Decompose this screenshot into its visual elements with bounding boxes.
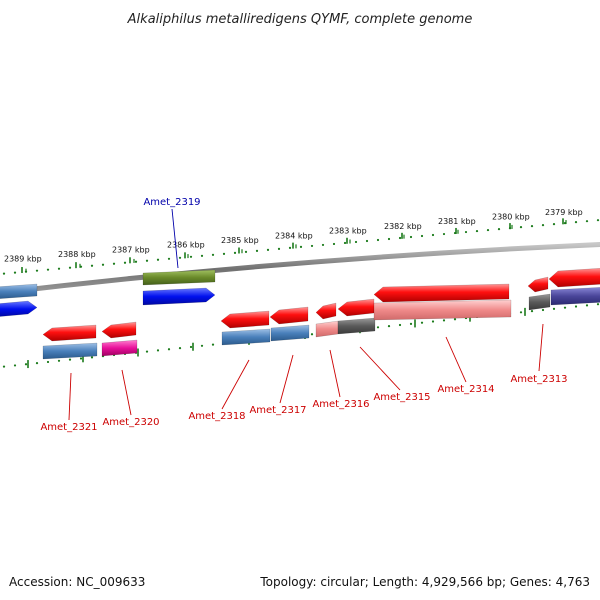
gene-Amet_2315-gray: [337, 317, 376, 335]
ruler-tick-label: 2389 kbp: [4, 255, 42, 264]
gene-Amet_2319-olive: [142, 269, 216, 286]
leader-line: [329, 349, 341, 398]
gene-Amet_2318-steel: [221, 328, 271, 346]
gene-offscreen-blue: [0, 300, 38, 317]
gene-Amet_2317-steel: [270, 324, 310, 342]
genome-backbone: [0, 241, 600, 296]
gene-Amet_2320: [101, 321, 137, 339]
ruler-tick-label: 2380 kbp: [492, 213, 530, 222]
gene-label-Amet_2314[interactable]: Amet_2314: [437, 384, 494, 395]
map-title: Alkaliphilus metalliredigens QYMF, compl…: [127, 12, 473, 27]
ruler-tick-label: 2388 kbp: [58, 250, 96, 259]
gene-Amet_2319: [142, 287, 216, 306]
ruler-tick-label: 2387 kbp: [112, 245, 150, 254]
gene-label-Amet_2313[interactable]: Amet_2313: [510, 374, 567, 385]
ruler-tick-label: 2379 kbp: [545, 208, 583, 217]
gene-track: [0, 268, 600, 360]
gene-offscreen-steel: [0, 283, 38, 299]
gene-Amet_2320-magenta: [101, 339, 138, 357]
gene-label-Amet_2319[interactable]: Amet_2319: [143, 197, 200, 208]
ruler-tick-label: 2381 kbp: [438, 217, 476, 226]
gene-Amet_2314: [373, 283, 510, 303]
gene-Amet_2313: [527, 276, 549, 293]
gene-label-Amet_2317[interactable]: Amet_2317: [249, 405, 306, 416]
genome-summary-text: Topology: circular; Length: 4,929,566 bp…: [259, 575, 590, 589]
gene-Amet_2318: [220, 310, 270, 329]
gene-label-Amet_2320[interactable]: Amet_2320: [102, 417, 159, 428]
gene-Amet_2314-pink: [373, 299, 512, 321]
gene-Amet_2321-steel: [42, 342, 98, 360]
gene-Amet_2321: [42, 324, 97, 342]
gene-label-Amet_2315[interactable]: Amet_2315: [373, 392, 430, 403]
gene-label-Amet_2321[interactable]: Amet_2321: [40, 422, 97, 433]
gene-Amet_2316-pink: [315, 320, 339, 338]
ruler-tick-label: 2382 kbp: [384, 222, 422, 231]
accession-text: Accession: NC_009633: [9, 575, 145, 589]
leader-line: [68, 372, 72, 421]
leader-line: [121, 369, 132, 416]
gene-Amet_2316: [315, 302, 337, 320]
gene-Amet_2313-gray: [528, 293, 551, 311]
gene-label-Amet_2316[interactable]: Amet_2316: [312, 399, 369, 410]
gene-Amet_2315: [337, 298, 375, 317]
leader-line: [279, 354, 294, 404]
gene-offscreen-red: [548, 268, 600, 288]
gene-labels: Amet_2321 Amet_2320 Amet_2319 Amet_2318 Amet…: [40, 197, 567, 433]
ruler-tick-label: 2384 kbp: [275, 231, 313, 240]
gene-Amet_2317: [269, 306, 309, 325]
outer-ruler: 2389 kbp 2388 kbp 2387 kbp 2386 kbp 2385 kbp…: [2, 208, 600, 275]
ruler-tick-label: 2386 kbp: [167, 241, 205, 250]
label-leaders: [68, 208, 544, 421]
leader-line: [359, 346, 401, 391]
gene-label-Amet_2318[interactable]: Amet_2318: [188, 411, 245, 422]
leader-line: [221, 359, 250, 410]
ruler-tick-label: 2383 kbp: [329, 227, 367, 236]
leader-line: [171, 208, 179, 269]
gene-offscreen-purple: [550, 287, 600, 306]
leader-line: [445, 336, 467, 383]
leader-line: [538, 323, 544, 372]
ruler-tick-label: 2385 kbp: [221, 236, 259, 245]
